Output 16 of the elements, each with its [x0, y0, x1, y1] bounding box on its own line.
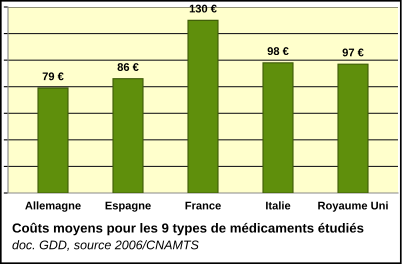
- bar: [262, 62, 294, 193]
- bar: [337, 64, 369, 193]
- data-label: 98 €: [268, 47, 289, 56]
- data-label: 97 €: [342, 48, 364, 56]
- text: doc. GDD, source 2006/CNAMTS: [12, 240, 199, 251]
- text: Coûts moyens pour les 9 types de médicaments étudiés: [12, 222, 364, 236]
- x-tick-label: Royaume Uni: [318, 201, 388, 212]
- x-tick-label: France: [186, 202, 221, 210]
- data-label: 86 €: [118, 63, 139, 71]
- x-tick-label: Allemagne: [25, 201, 81, 212]
- data-label: 79 €: [42, 72, 64, 80]
- bar: [37, 87, 69, 193]
- bar: [187, 20, 219, 193]
- x-tick-label: Italie: [266, 201, 290, 210]
- bar: [112, 78, 144, 193]
- x-tick-label: Espagne: [106, 202, 151, 212]
